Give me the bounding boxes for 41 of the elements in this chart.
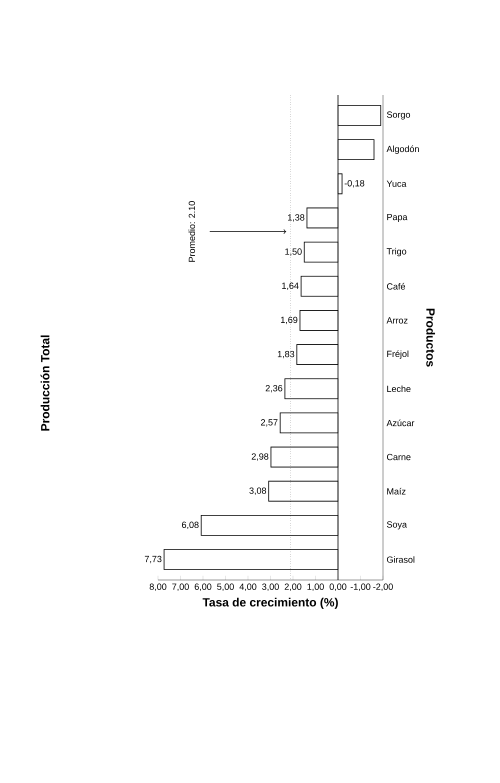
data-label: 2,36 [266,385,282,392]
x-tick-label: 8,00 [150,584,166,591]
data-label: 3,08 [249,487,266,495]
x-axis-title: Tasa de crecimiento (%) [202,598,338,609]
y-tick-label: Carne [386,454,411,460]
y-tick-label: Café [386,282,406,290]
x-tick-label: 6,00 [194,584,212,591]
x-tick-label: 1,00 [307,584,324,591]
data-label: 1,38 [288,214,304,222]
y-tick-label: Leche [387,385,411,392]
x-tick-label: 2,00 [284,584,302,591]
data-label: 1,83 [278,350,294,358]
y-tick-label: Fréjol [387,350,408,359]
y-tick-label: Soya [386,521,407,530]
y-tick-label: Papa [387,214,408,222]
y-tick-label: Girasol [386,556,414,563]
y-tick-label: Algodón [386,145,419,154]
x-tick-label: -2,00 [373,584,393,591]
x-tick-label: 0,00 [330,584,346,591]
data-label: 2,57 [260,419,278,427]
y-tick-label: Azúcar [386,420,414,426]
x-tick-label: 7,00 [172,584,189,591]
data-label: 1,64 [282,282,299,290]
data-label: 1,50 [285,248,302,256]
x-tick-label: 5,00 [217,584,234,591]
y-tick-label: Arroz [386,317,408,324]
y-tick-label: Sorgo [386,111,410,120]
data-label: 1,69 [281,316,298,324]
data-label: 2,98 [252,453,268,461]
text: Producción Total [40,335,50,431]
ref-line-label: Promedio: 2.10 [188,201,196,262]
data-label: -0,18 [344,180,364,188]
data-label: 7,73 [144,556,162,564]
x-tick-label: 3,00 [262,584,279,591]
y-tick-label: Trigo [386,248,406,256]
y-axis-title: Productos [426,308,436,367]
data-label: 6,08 [182,522,199,530]
y-tick-label: Maíz [387,488,406,495]
y-tick-label: Yuca [386,180,406,187]
x-tick-label: 4,00 [239,584,256,591]
x-tick-label: -1,00 [350,584,370,591]
